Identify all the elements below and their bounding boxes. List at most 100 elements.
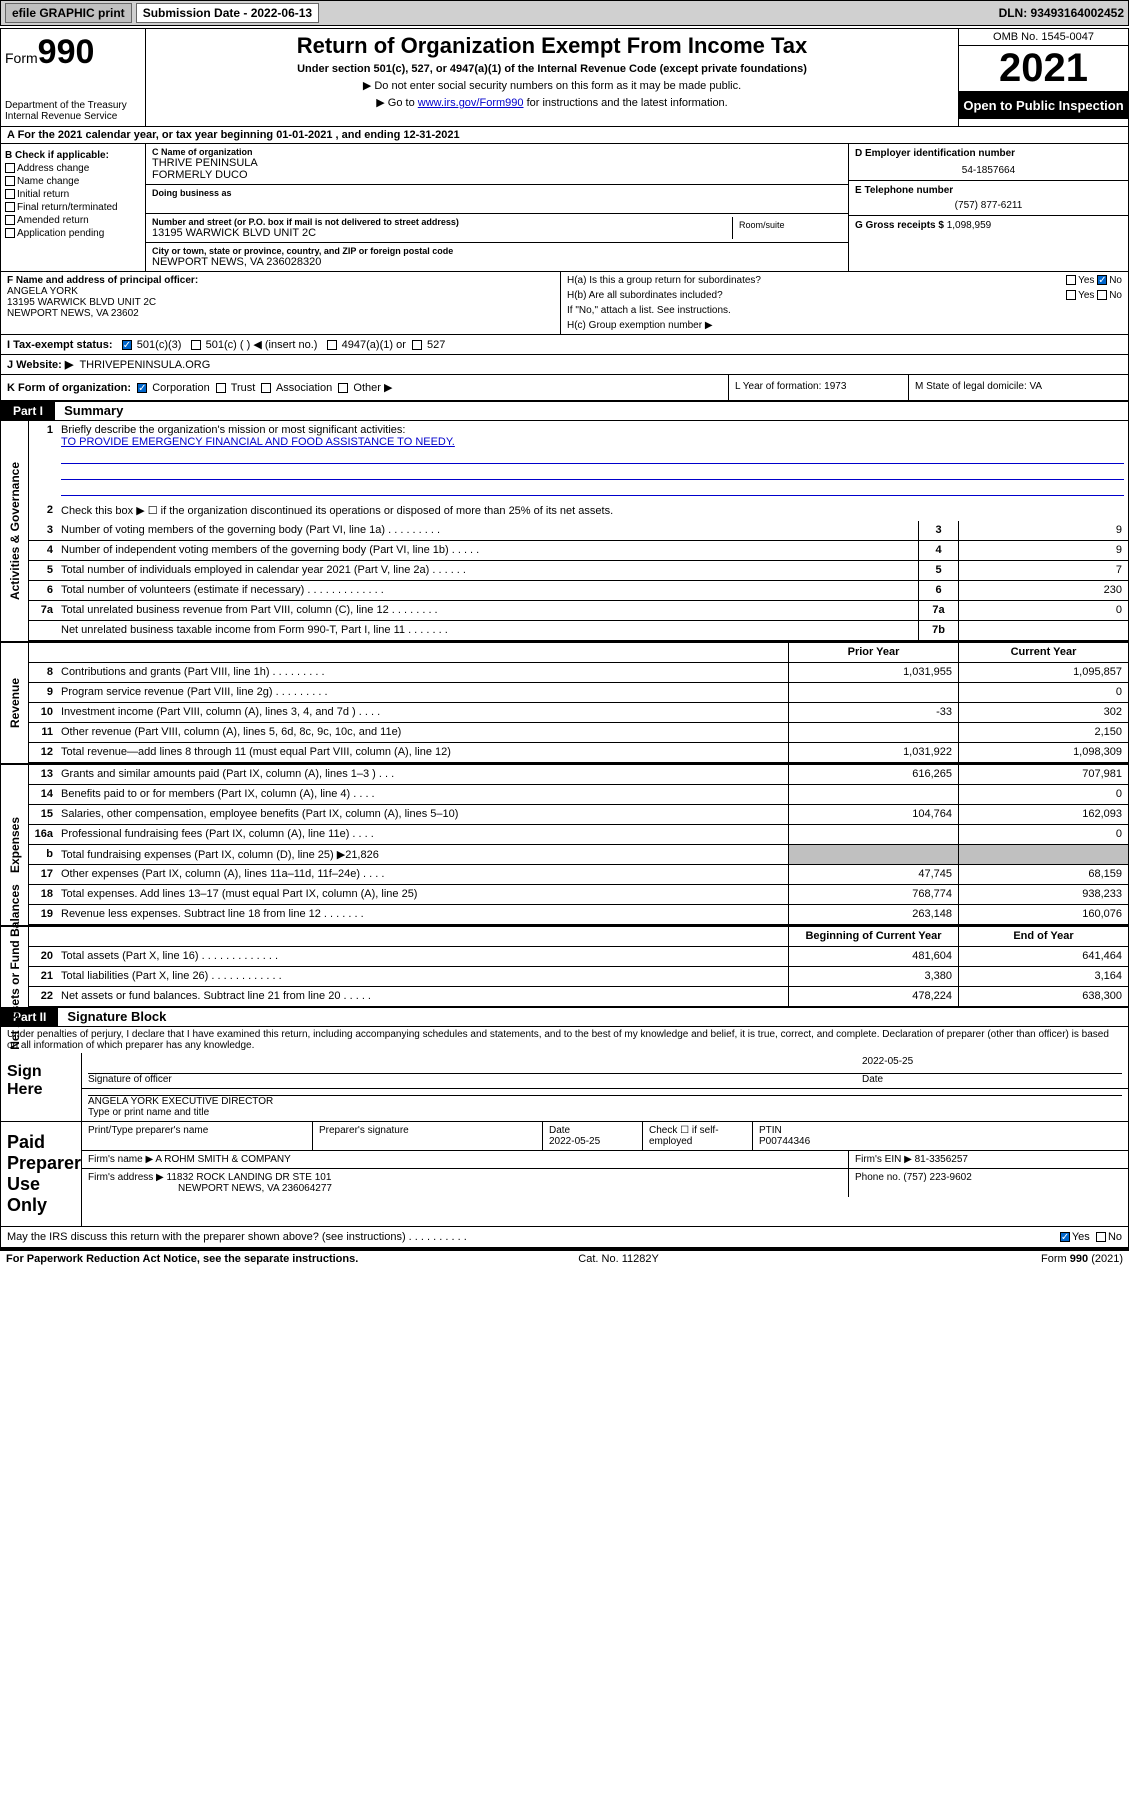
irs-link[interactable]: www.irs.gov/Form990 xyxy=(418,97,524,109)
prep-name-label: Print/Type preparer's name xyxy=(88,1125,306,1136)
submission-date: Submission Date - 2022-06-13 xyxy=(136,3,319,23)
discuss-yes-checkbox[interactable]: ✓ xyxy=(1060,1232,1070,1242)
line18-text: Total expenses. Add lines 13–17 (must eq… xyxy=(57,885,788,904)
tax-status-label: I Tax-exempt status: xyxy=(7,339,113,351)
amended-label: Amended return xyxy=(17,215,89,226)
line7b-val xyxy=(958,621,1128,640)
line7a-text: Total unrelated business revenue from Pa… xyxy=(57,601,918,620)
firm-phone-label: Phone no. xyxy=(855,1172,901,1183)
line12-text: Total revenue—add lines 8 through 11 (mu… xyxy=(57,743,788,762)
4947-checkbox[interactable] xyxy=(327,340,337,350)
line21-prior: 3,380 xyxy=(788,967,958,986)
officer-addr1: 13195 WARWICK BLVD UNIT 2C xyxy=(7,297,554,308)
line5-val: 7 xyxy=(958,561,1128,580)
line8-prior: 1,031,955 xyxy=(788,663,958,682)
hb-no-checkbox[interactable] xyxy=(1097,290,1107,300)
amended-checkbox[interactable] xyxy=(5,215,15,225)
hb-yes-checkbox[interactable] xyxy=(1066,290,1076,300)
pra-notice: For Paperwork Reduction Act Notice, see … xyxy=(6,1253,358,1265)
ha-yes-checkbox[interactable] xyxy=(1066,275,1076,285)
prior-year-hdr: Prior Year xyxy=(788,643,958,662)
org-formerly: FORMERLY DUCO xyxy=(152,169,842,181)
sign-here-label: Sign Here xyxy=(1,1053,81,1121)
addr-change-checkbox[interactable] xyxy=(5,163,15,173)
line22-prior: 478,224 xyxy=(788,987,958,1006)
corp-label: Corporation xyxy=(152,382,209,394)
year-formation: L Year of formation: 1973 xyxy=(728,375,908,400)
side-governance: Activities & Governance xyxy=(1,421,29,641)
trust-checkbox[interactable] xyxy=(216,383,226,393)
line22-curr: 638,300 xyxy=(958,987,1128,1006)
final-return-checkbox[interactable] xyxy=(5,202,15,212)
line13-curr: 707,981 xyxy=(958,765,1128,784)
suite-label: Room/suite xyxy=(732,217,842,239)
line17-curr: 68,159 xyxy=(958,865,1128,884)
line18-prior: 768,774 xyxy=(788,885,958,904)
ssn-note: ▶ Do not enter social security numbers o… xyxy=(150,79,954,92)
line4-val: 9 xyxy=(958,541,1128,560)
ha-no-label: No xyxy=(1109,275,1122,286)
initial-return-label: Initial return xyxy=(17,189,69,200)
line15-prior: 104,764 xyxy=(788,805,958,824)
other-checkbox[interactable] xyxy=(338,383,348,393)
gross-val: 1,098,959 xyxy=(947,220,992,231)
line2-text: Check this box ▶ ☐ if the organization d… xyxy=(57,501,1128,521)
side-revenue: Revenue xyxy=(1,643,29,763)
501c-label: 501(c) ( ) ◀ (insert no.) xyxy=(206,339,318,351)
line16b-prior xyxy=(788,845,958,864)
discuss-yes-label: Yes xyxy=(1072,1231,1090,1243)
501c3-checkbox[interactable]: ✓ xyxy=(122,340,132,350)
line8-text: Contributions and grants (Part VIII, lin… xyxy=(57,663,788,682)
line16a-curr: 0 xyxy=(958,825,1128,844)
sig-officer-label: Signature of officer xyxy=(88,1074,172,1085)
discuss-question: May the IRS discuss this return with the… xyxy=(7,1231,467,1243)
initial-return-checkbox[interactable] xyxy=(5,189,15,199)
line7a-val: 0 xyxy=(958,601,1128,620)
line9-prior xyxy=(788,683,958,702)
line21-text: Total liabilities (Part X, line 26) . . … xyxy=(57,967,788,986)
gross-label: G Gross receipts $ xyxy=(855,220,944,231)
part2-title: Signature Block xyxy=(61,1009,166,1024)
assoc-checkbox[interactable] xyxy=(261,383,271,393)
dept-treasury: Department of the Treasury xyxy=(5,100,141,111)
tax-year: 2021 xyxy=(959,46,1128,92)
501c-checkbox[interactable] xyxy=(191,340,201,350)
cat-no: Cat. No. 11282Y xyxy=(578,1253,659,1265)
line11-curr: 2,150 xyxy=(958,723,1128,742)
line6-val: 230 xyxy=(958,581,1128,600)
efile-print-button[interactable]: efile GRAPHIC print xyxy=(5,3,132,23)
ha-no-checkbox[interactable]: ✓ xyxy=(1097,275,1107,285)
line13-prior: 616,265 xyxy=(788,765,958,784)
line10-text: Investment income (Part VIII, column (A)… xyxy=(57,703,788,722)
city-val: NEWPORT NEWS, VA 236028320 xyxy=(152,256,842,268)
firm-ein-val: 81-3356257 xyxy=(915,1154,968,1165)
line14-curr: 0 xyxy=(958,785,1128,804)
line21-curr: 3,164 xyxy=(958,967,1128,986)
app-pending-checkbox[interactable] xyxy=(5,228,15,238)
sig-name-val: ANGELA YORK EXECUTIVE DIRECTOR xyxy=(88,1096,1122,1107)
line1-label: Briefly describe the organization's miss… xyxy=(61,424,405,436)
form-id-block: Form990 Department of the Treasury Inter… xyxy=(1,29,146,126)
prep-selfemp: Check ☐ if self-employed xyxy=(642,1122,752,1150)
line10-prior: -33 xyxy=(788,703,958,722)
eoy-hdr: End of Year xyxy=(958,927,1128,946)
corp-checkbox[interactable]: ✓ xyxy=(137,383,147,393)
dln: DLN: 93493164002452 xyxy=(999,6,1124,20)
state-domicile: M State of legal domicile: VA xyxy=(908,375,1128,400)
name-change-checkbox[interactable] xyxy=(5,176,15,186)
officer-name: ANGELA YORK xyxy=(7,286,554,297)
form-number: 990 xyxy=(38,33,95,71)
paid-preparer-label: Paid Preparer Use Only xyxy=(1,1122,81,1226)
discuss-no-checkbox[interactable] xyxy=(1096,1232,1106,1242)
line19-curr: 160,076 xyxy=(958,905,1128,924)
part1-title: Summary xyxy=(58,403,123,418)
4947-label: 4947(a)(1) or xyxy=(342,339,406,351)
hb-label: H(b) Are all subordinates included? xyxy=(567,290,723,301)
527-checkbox[interactable] xyxy=(412,340,422,350)
mission-text: TO PROVIDE EMERGENCY FINANCIAL AND FOOD … xyxy=(61,436,455,448)
line17-text: Other expenses (Part IX, column (A), lin… xyxy=(57,865,788,884)
line20-text: Total assets (Part X, line 16) . . . . .… xyxy=(57,947,788,966)
firm-name-label: Firm's name ▶ xyxy=(88,1154,153,1165)
line2-num: 2 xyxy=(29,501,57,521)
line1-num: 1 xyxy=(29,421,57,501)
